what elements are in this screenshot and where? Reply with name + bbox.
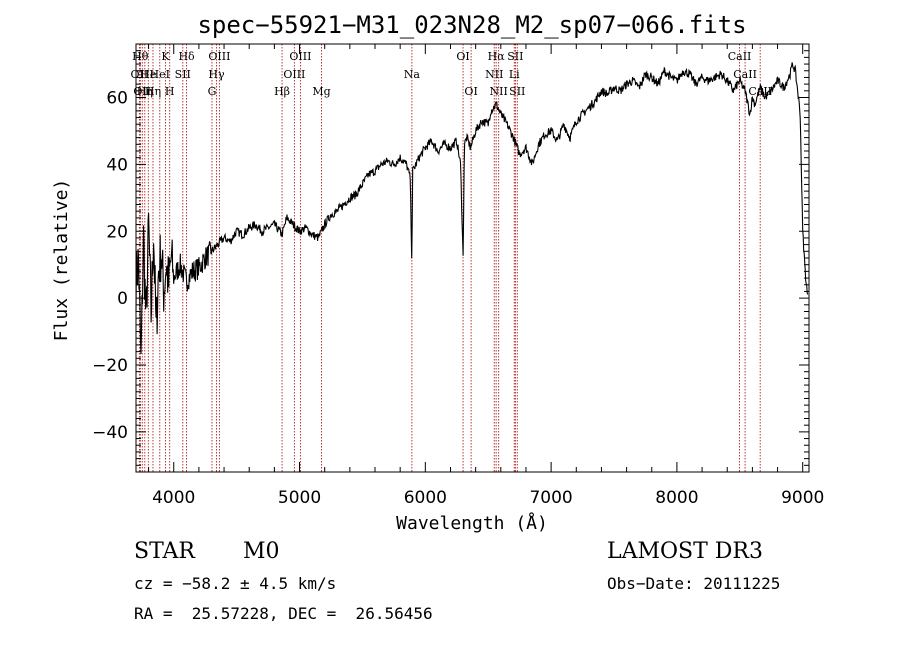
line-label-0: Hθ xyxy=(132,50,149,63)
y-tick-labels: −40 −20 0 20 40 60 xyxy=(92,89,128,443)
x-axis-title: Wavelength (Å) xyxy=(396,512,548,534)
line-label-25: SII xyxy=(507,50,523,63)
x-tick-label-0: 4000 xyxy=(152,488,195,508)
x-tick-label-1: 5000 xyxy=(278,488,321,508)
line-label-27: CaII xyxy=(728,50,752,63)
line-label-2: OII xyxy=(133,85,151,98)
y-tick-label-4: 40 xyxy=(106,155,128,175)
axis-ticks xyxy=(136,44,809,472)
line-label-13: OIII xyxy=(208,50,230,63)
line-label-5: Hη xyxy=(145,85,161,98)
x-tick-label-5: 9000 xyxy=(781,488,824,508)
x-tick-labels: 4000 5000 6000 7000 8000 9000 xyxy=(152,488,824,508)
line-label-1: OII xyxy=(131,68,149,81)
object-class: STAR xyxy=(134,539,195,564)
line-labels: HθOIIOIIHηHeHηHeIKHSIIHδGHγOIIIHβOIIIOII… xyxy=(131,50,772,98)
y-tick-label-5: 60 xyxy=(106,89,128,109)
observation-date: Obs−Date: 20111225 xyxy=(607,574,781,593)
coordinates-readout: RA = 25.57228, DEC = 26.56456 xyxy=(134,604,433,623)
line-label-12: Hγ xyxy=(208,68,225,81)
y-tick-label-2: 0 xyxy=(117,289,128,309)
line-label-17: Mg xyxy=(312,85,330,98)
chart-title: spec−55921−M31_023N28_M2_sp07−066.fits xyxy=(197,11,746,39)
line-label-11: G xyxy=(208,85,217,98)
object-subclass: M0 xyxy=(243,539,280,564)
x-tick-label-3: 7000 xyxy=(529,488,572,508)
line-label-9: SII xyxy=(175,68,191,81)
line-label-26: SII xyxy=(509,85,525,98)
line-label-10: Hδ xyxy=(178,50,195,63)
y-axis-title: Flux (relative) xyxy=(51,179,72,342)
y-tick-label-0: −40 xyxy=(92,423,128,443)
line-label-7: K xyxy=(161,50,170,63)
line-label-24: Li xyxy=(509,68,520,81)
plot-frame xyxy=(135,43,810,473)
line-label-21: NII xyxy=(485,68,503,81)
line-label-18: Na xyxy=(404,68,421,81)
line-label-14: Hβ xyxy=(274,85,290,98)
y-tick-label-1: −20 xyxy=(92,356,128,376)
y-tick-label-3: 20 xyxy=(106,222,128,242)
line-label-20: OI xyxy=(464,85,477,98)
line-markers xyxy=(138,44,761,472)
x-tick-label-2: 6000 xyxy=(404,488,447,508)
redshift-readout: cz = −58.2 ± 4.5 km/s xyxy=(134,574,337,593)
line-label-15: OIII xyxy=(283,68,305,81)
line-label-28: CaII xyxy=(733,68,757,81)
line-label-6: HeI xyxy=(150,68,170,81)
line-label-3: Hη xyxy=(137,85,153,98)
survey-name: LAMOST DR3 xyxy=(607,539,763,564)
x-tick-label-4: 8000 xyxy=(655,488,698,508)
flux-series-line xyxy=(135,62,809,354)
line-label-19: OI xyxy=(456,50,469,63)
line-label-22: Hα xyxy=(488,50,506,63)
line-label-23: NII xyxy=(490,85,508,98)
line-label-4: He xyxy=(140,68,156,81)
line-label-8: H xyxy=(165,85,175,98)
line-label-16: OIII xyxy=(289,50,311,63)
